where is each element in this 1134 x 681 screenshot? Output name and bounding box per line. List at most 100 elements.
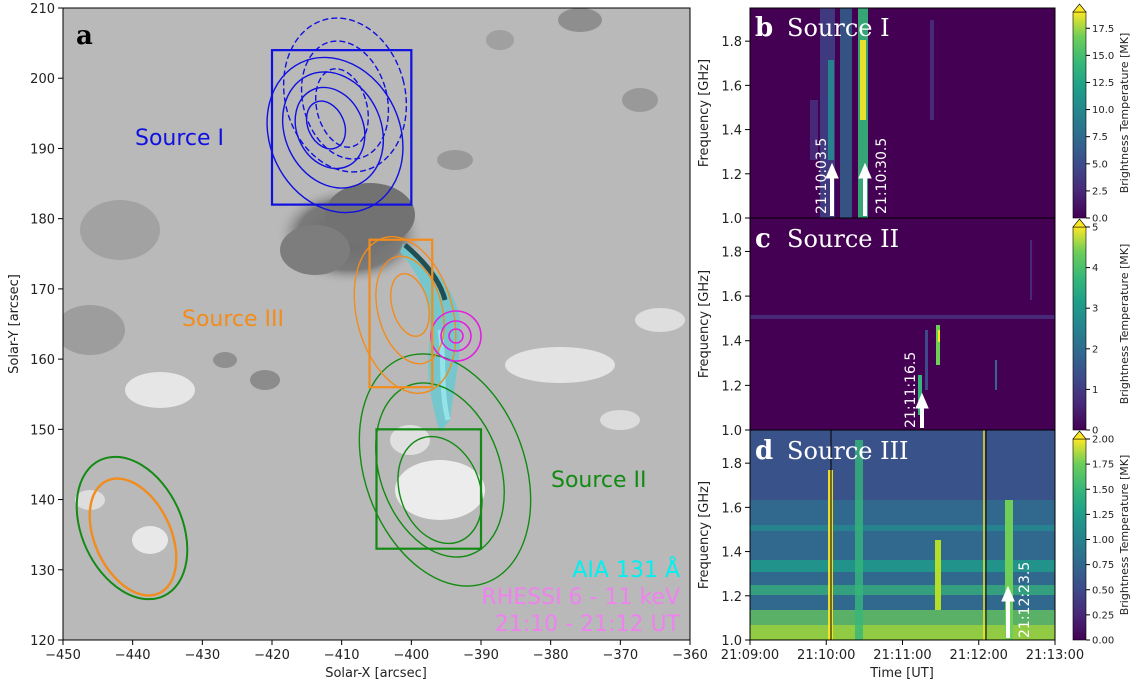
panel-a-xtick-label: −450 [45, 648, 81, 663]
xtick-label: 21:10:00 [797, 648, 855, 663]
panel-b-colorbar-ticks: 0.0 2.5 5.0 7.5 10.0 12.5 15.0 17.5 [1086, 24, 1114, 225]
panel-b-letter: b [755, 13, 773, 43]
panel-d-ylabel: Frequency [GHz] [697, 481, 712, 589]
ytick-label: 1.0 [721, 634, 742, 649]
source-box [368, 238, 434, 389]
xtick-label: 21:09:00 [721, 648, 779, 663]
ytick-label: 1.2 [721, 590, 742, 605]
panel-b-arrows [825, 162, 872, 216]
ytick-label: 1.2 [721, 168, 742, 183]
source-i-label: Source I [135, 126, 224, 151]
source-box [270, 49, 413, 206]
colorbar-tick-label: 1.25 [1092, 510, 1114, 521]
legend-time: 21:10 - 21:12 UT [495, 612, 681, 637]
source-iii-contours [353, 236, 457, 394]
panel-a-xtick-label: −400 [393, 648, 429, 663]
panel-b-colorbar [1072, 11, 1087, 219]
panel-a-ytick-label: 120 [30, 634, 55, 649]
xtick-label: 21:13:00 [1026, 648, 1084, 663]
colorbar-tick-label: 2.00 [1092, 435, 1114, 446]
panel-a-ytick-label: 190 [30, 142, 55, 157]
panel-a-ylabel: Solar-Y [arcsec] [7, 274, 22, 374]
panel-b-axes: 1.0 1.2 1.4 1.6 1.8 [721, 35, 750, 227]
panel-a-xtick-label: −440 [115, 648, 151, 663]
panel-c-title: Source II [787, 225, 899, 253]
panel-a-xtick-label: −360 [672, 648, 708, 663]
panel-a-xtick-label: −430 [184, 648, 220, 663]
beam-ellipses [75, 455, 189, 601]
source-ii-label: Source II [551, 468, 647, 493]
panel-d: d Source III 21:12:23.5 1.0 1.2 1.4 1.6 1.8 2… [697, 429, 1131, 681]
panel-b-colorbar-extend [1072, 3, 1087, 13]
panel-c-arrow [915, 392, 929, 428]
ytick-label: 1.4 [721, 546, 742, 561]
colorbar-tick-label: 0 [1092, 426, 1098, 437]
ytick-label: 1.6 [721, 79, 742, 94]
ytick-label: 1.0 [721, 424, 742, 439]
source-boxes [270, 49, 483, 550]
panel-c: c Source II 21:11:16.5 1.0 1.2 1.4 1.6 1.8 F… [697, 217, 1131, 439]
ytick-label: 1.0 [721, 212, 742, 227]
panel-a-ytick-label: 180 [30, 213, 55, 228]
colorbar-tick-label: 0.00 [1092, 636, 1114, 647]
panel-a-xtick-label: −410 [324, 648, 360, 663]
panel-a-ytick-label: 170 [30, 283, 55, 298]
panel-d-colorbar-ticks: 0.00 0.25 0.50 0.75 1.00 1.25 1.50 1.75 2.00 [1086, 435, 1114, 647]
colorbar-tick-label: 4 [1092, 263, 1098, 274]
colorbar-tick-label: 0.0 [1092, 214, 1108, 225]
ytick-label: 1.8 [721, 245, 742, 260]
panel-b: b Source I 21:10:03.5 21:10:30.5 1.01.21… [697, 3, 1131, 227]
panel-a-ytick-label: 140 [30, 494, 55, 509]
panel-a-axes: −450 −440 −430 −420 −410 −400 −390 −380 −370 −360… [30, 2, 708, 663]
panel-a-ytick-label: 160 [30, 353, 55, 368]
panel-b-title: Source I [787, 14, 890, 42]
colorbar-tick-label: 2 [1092, 344, 1098, 355]
colorbar-tick-label: 0.75 [1092, 560, 1114, 571]
panel-a-letter: a [76, 21, 93, 51]
ytick-label: 1.8 [721, 457, 742, 472]
colorbar-tick-label: 1.75 [1092, 460, 1114, 471]
ytick-label: 1.6 [721, 501, 742, 516]
panel-b-arrow-label-2: 21:10:30.5 [874, 138, 890, 214]
panel-d-colorbar-label: Brightness Temperature [MK] [1118, 455, 1131, 616]
colorbar-tick-label: 7.5 [1092, 132, 1108, 143]
colorbar-tick-label: 2.5 [1092, 186, 1108, 197]
source-iii-label: Source III [182, 307, 284, 332]
ytick-label: 1.2 [721, 379, 742, 394]
panel-b-colorbar-label: Brightness Temperature [MK] [1118, 33, 1131, 194]
panel-c-colorbar [1072, 226, 1087, 431]
panel-a-ytick-label: 150 [30, 423, 55, 438]
ytick-label: 1.4 [721, 124, 742, 139]
panel-a-ytick-label: 210 [30, 2, 55, 17]
panel-a-ytick-label: 130 [30, 564, 55, 579]
panel-d-xlabel: Time [UT] [869, 666, 934, 681]
panel-a-xlabel: Solar-X [arcsec] [325, 666, 427, 681]
panel-c-axes: 1.0 1.2 1.4 1.6 1.8 [721, 245, 750, 439]
colorbar-tick-label: 3 [1092, 304, 1098, 315]
panel-a: a Source I Source III Source II AIA 131 … [7, 2, 708, 681]
legend-rhessi: RHESSI 6 - 11 keV [481, 585, 680, 610]
panel-d-letter: d [755, 436, 773, 466]
panel-a-ytick-label: 200 [30, 72, 55, 87]
panel-d-colorbar [1072, 438, 1087, 641]
xtick-label: 21:12:00 [950, 648, 1008, 663]
source-ii-contours [358, 353, 532, 587]
panel-d-arrow [1001, 585, 1015, 638]
colorbar-tick-label: 0.25 [1092, 610, 1114, 621]
colorbar-tick-label: 1.50 [1092, 485, 1114, 496]
ytick-label: 1.8 [721, 35, 742, 50]
panel-d-heatmap [750, 430, 1055, 640]
panel-a-xtick-label: −380 [533, 648, 569, 663]
panel-a-xtick-label: −390 [463, 648, 499, 663]
colorbar-tick-label: 17.5 [1092, 24, 1114, 35]
panel-c-colorbar-extend [1072, 218, 1087, 228]
panel-d-axes: 1.0 1.2 1.4 1.6 1.8 21:09:00 21:10:00 21:11:00 2… [721, 457, 1084, 663]
panel-d-colorbar-extend [1072, 430, 1087, 440]
colorbar-tick-label: 15.0 [1092, 51, 1114, 62]
panel-b-arrow-label-1: 21:10:03.5 [814, 138, 830, 214]
colorbar-tick-label: 1.00 [1092, 535, 1114, 546]
panel-c-colorbar-label: Brightness Temperature [MK] [1118, 244, 1131, 405]
panel-a-xtick-label: −420 [254, 648, 290, 663]
panel-c-colorbar-ticks: 0 1 2 3 4 5 [1086, 223, 1098, 437]
